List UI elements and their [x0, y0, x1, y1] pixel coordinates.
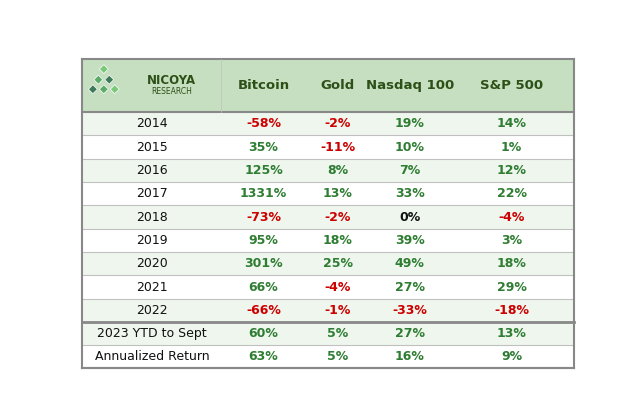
Text: 60%: 60%: [248, 327, 278, 340]
Text: 14%: 14%: [497, 117, 527, 130]
Text: 35%: 35%: [248, 141, 278, 154]
Text: Annualized Return: Annualized Return: [95, 350, 209, 363]
Text: 95%: 95%: [248, 234, 278, 247]
Text: 2016: 2016: [136, 164, 168, 177]
Text: 7%: 7%: [399, 164, 420, 177]
FancyBboxPatch shape: [83, 345, 573, 368]
Text: 1%: 1%: [501, 141, 522, 154]
FancyBboxPatch shape: [83, 252, 573, 276]
Text: 2019: 2019: [136, 234, 168, 247]
Text: 13%: 13%: [497, 327, 527, 340]
Text: -2%: -2%: [324, 117, 351, 130]
Text: NICOYA: NICOYA: [147, 74, 196, 88]
FancyBboxPatch shape: [83, 182, 573, 205]
Polygon shape: [99, 85, 108, 94]
Text: Bitcoin: Bitcoin: [237, 79, 289, 92]
Text: -11%: -11%: [321, 141, 355, 154]
Text: 2015: 2015: [136, 141, 168, 154]
Text: 2014: 2014: [136, 117, 168, 130]
Text: -33%: -33%: [392, 304, 428, 317]
Text: 33%: 33%: [395, 187, 425, 200]
Text: 27%: 27%: [395, 281, 425, 293]
Text: -18%: -18%: [494, 304, 529, 317]
Text: 22%: 22%: [497, 187, 527, 200]
FancyBboxPatch shape: [83, 299, 573, 322]
Polygon shape: [88, 85, 97, 94]
Text: 27%: 27%: [395, 327, 425, 340]
Text: -1%: -1%: [324, 304, 351, 317]
Text: 18%: 18%: [323, 234, 353, 247]
FancyBboxPatch shape: [83, 322, 573, 345]
FancyBboxPatch shape: [83, 159, 573, 182]
Polygon shape: [99, 65, 108, 73]
Polygon shape: [94, 75, 103, 84]
Text: 2018: 2018: [136, 210, 168, 224]
Text: 2020: 2020: [136, 257, 168, 270]
Text: 2017: 2017: [136, 187, 168, 200]
FancyBboxPatch shape: [83, 135, 573, 159]
FancyBboxPatch shape: [83, 205, 573, 229]
Text: 8%: 8%: [327, 164, 349, 177]
Text: 125%: 125%: [244, 164, 283, 177]
Text: -73%: -73%: [246, 210, 281, 224]
FancyBboxPatch shape: [83, 59, 573, 112]
Text: -4%: -4%: [324, 281, 351, 293]
Text: 12%: 12%: [497, 164, 527, 177]
Text: 25%: 25%: [323, 257, 353, 270]
Text: 19%: 19%: [395, 117, 425, 130]
Text: 2022: 2022: [136, 304, 168, 317]
Text: 18%: 18%: [497, 257, 527, 270]
Text: 3%: 3%: [501, 234, 522, 247]
Text: 13%: 13%: [323, 187, 353, 200]
Polygon shape: [110, 85, 119, 94]
Text: Nasdaq 100: Nasdaq 100: [365, 79, 454, 92]
Text: 2021: 2021: [136, 281, 168, 293]
Text: -66%: -66%: [246, 304, 281, 317]
FancyBboxPatch shape: [83, 229, 573, 252]
Text: 10%: 10%: [395, 141, 425, 154]
Text: 1331%: 1331%: [240, 187, 287, 200]
Text: 5%: 5%: [327, 350, 349, 363]
Text: -2%: -2%: [324, 210, 351, 224]
Text: Gold: Gold: [321, 79, 355, 92]
Text: 29%: 29%: [497, 281, 527, 293]
Text: S&P 500: S&P 500: [480, 79, 543, 92]
Text: 66%: 66%: [249, 281, 278, 293]
FancyBboxPatch shape: [83, 112, 573, 135]
Text: RESEARCH: RESEARCH: [151, 87, 192, 96]
Text: 0%: 0%: [399, 210, 420, 224]
Text: 16%: 16%: [395, 350, 425, 363]
Text: 49%: 49%: [395, 257, 425, 270]
Text: -58%: -58%: [246, 117, 281, 130]
Text: 63%: 63%: [249, 350, 278, 363]
Text: 5%: 5%: [327, 327, 349, 340]
Text: 9%: 9%: [501, 350, 522, 363]
Text: 301%: 301%: [244, 257, 283, 270]
FancyBboxPatch shape: [83, 276, 573, 299]
Polygon shape: [105, 75, 114, 84]
Text: -4%: -4%: [499, 210, 525, 224]
Text: 2023 YTD to Sept: 2023 YTD to Sept: [97, 327, 207, 340]
Text: 39%: 39%: [395, 234, 425, 247]
